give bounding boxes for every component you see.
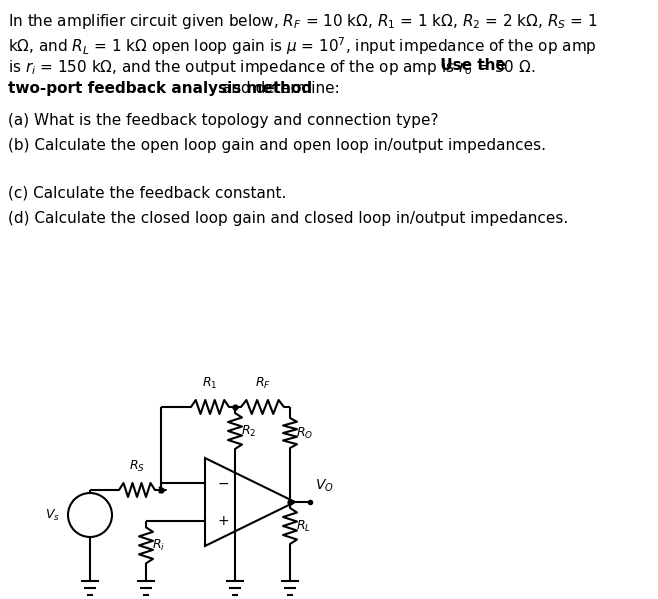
Text: $R_2$: $R_2$ [241,423,257,438]
Text: $R_L$: $R_L$ [296,519,311,534]
Text: is $r_i$ = 150 k$\Omega$, and the output impedance of the op amp is $r_o$ = 50 $: is $r_i$ = 150 k$\Omega$, and the output… [8,58,535,77]
Text: $R_i$: $R_i$ [152,538,165,553]
Text: $R_O$: $R_O$ [296,425,313,440]
Text: (c) Calculate the feedback constant.: (c) Calculate the feedback constant. [8,186,286,201]
Text: $+$: $+$ [217,515,229,528]
Text: (d) Calculate the closed loop gain and closed loop in/output impedances.: (d) Calculate the closed loop gain and c… [8,211,569,226]
Text: $R_F$: $R_F$ [255,376,270,391]
Text: $-$: $-$ [217,476,229,489]
Text: (b) Calculate the open loop gain and open loop in/output impedances.: (b) Calculate the open loop gain and ope… [8,138,546,153]
Text: In the amplifier circuit given below, $R_F$ = 10 k$\Omega$, $R_1$ = 1 k$\Omega$,: In the amplifier circuit given below, $R… [8,12,597,31]
Text: (a) What is the feedback topology and connection type?: (a) What is the feedback topology and co… [8,113,438,128]
Text: $V_s$: $V_s$ [45,507,60,522]
Text: Use the: Use the [435,58,506,73]
Text: $R_S$: $R_S$ [129,459,145,474]
Text: k$\Omega$, and $R_L$ = 1 k$\Omega$ open loop gain is $\mu$ = 10$^7$, input imped: k$\Omega$, and $R_L$ = 1 k$\Omega$ open … [8,35,597,57]
Text: $V_O$: $V_O$ [315,477,334,494]
Text: $R_1$: $R_1$ [202,376,218,391]
Text: and determine:: and determine: [217,81,340,96]
Text: two-port feedback analysis method: two-port feedback analysis method [8,81,312,96]
